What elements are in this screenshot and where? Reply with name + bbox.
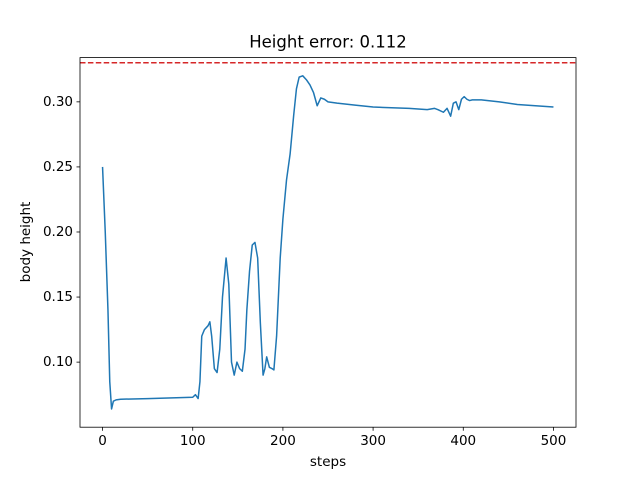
x-tick-label: 500	[541, 433, 567, 449]
x-tick-label: 300	[360, 433, 386, 449]
x-tick-label: 400	[450, 433, 476, 449]
y-tick-label: 0.30	[43, 94, 73, 110]
plot-frame	[79, 57, 577, 428]
y-tick-label: 0.10	[43, 354, 73, 370]
y-tick-label: 0.25	[43, 159, 73, 175]
data-line	[101, 75, 554, 410]
x-axis-label: steps	[310, 454, 346, 470]
y-tick-label: 0.15	[43, 289, 73, 305]
y-axis-label: body height	[18, 202, 34, 283]
x-tick-label: 0	[98, 433, 107, 449]
y-tick-label: 0.20	[43, 224, 73, 240]
x-tick-label: 200	[270, 433, 296, 449]
chart-title: Height error: 0.112	[249, 33, 406, 52]
x-tick-label: 100	[180, 433, 206, 449]
